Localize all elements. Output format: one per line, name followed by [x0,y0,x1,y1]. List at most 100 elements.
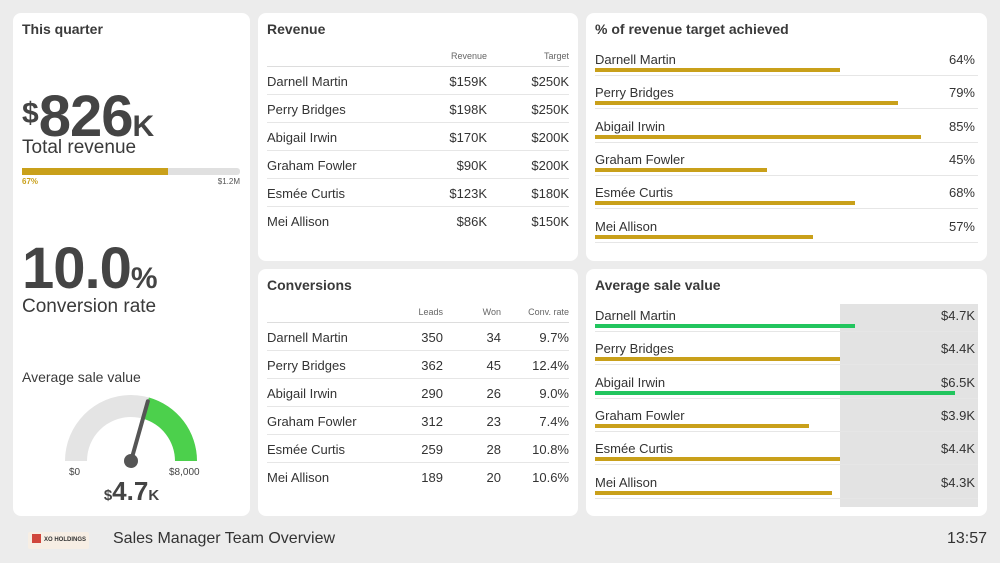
seller-name: Abigail Irwin [267,386,338,401]
conversion-rate-value: 7.4% [539,414,569,429]
seller-name: Mei Allison [267,470,330,485]
clock-time: 13:57 [946,530,987,547]
revenue-card: Revenue Revenue Target Darnell Martin $15… [258,13,578,261]
seller-name: Mei Allison [267,214,330,229]
row-divider [595,141,978,143]
conversion-rate-value: 10.6% [532,470,569,485]
target-value: $200K [531,158,569,173]
won-value: 23 [486,414,501,429]
seller-name: Darnell Martin [267,74,348,89]
value-bar [595,390,955,395]
avg-sale-gauge [65,395,197,468]
revenue-progress-max: $1.2M [217,177,240,186]
total-revenue-label: Total revenue [22,137,137,158]
col-won-header: Won [482,307,501,317]
value-bar [595,167,767,172]
value-bar [595,423,809,428]
row-divider [595,241,978,243]
won-value: 34 [486,330,501,345]
table-row: Abigail Irwin $170K $200K [267,123,569,151]
seller-name: Abigail Irwin [595,118,666,134]
table-row: Mei Allison 189 20 10.6% [267,463,569,491]
value-bar [595,234,813,239]
leads-value: 350 [421,330,443,345]
list-item: Abigail Irwin 85% [595,118,978,151]
revenue-value: $170K [449,130,487,145]
revenue-progress-percent: 67% [22,177,39,186]
conversion-rate-value: 10.8% [532,442,569,457]
metric-value: 68% [948,185,975,201]
list-item: Perry Bridges 79% [595,84,978,117]
revenue-progress-fill [22,168,169,175]
list-item: Darnell Martin 64% [595,51,978,84]
list-item: Perry Bridges $4.4K [595,340,978,373]
total-revenue-value: $826K [22,84,155,149]
list-item: Esmée Curtis $4.4K [595,440,978,473]
metric-value: 45% [948,151,975,167]
seller-name: Abigail Irwin [267,130,338,145]
row-divider [595,497,978,499]
table-row: Graham Fowler 312 23 7.4% [267,407,569,435]
seller-name: Esmée Curtis [595,441,674,457]
table-row: Mei Allison $86K $150K [267,207,569,235]
seller-name: Perry Bridges [267,102,346,117]
value-bar [595,201,855,206]
avg-sale-gauge-label: Average sale value [22,369,141,385]
seller-name: Esmée Curtis [267,186,346,201]
row-divider [595,430,978,432]
leads-value: 189 [421,470,443,485]
conversion-rate-value: 9.0% [539,386,569,401]
won-value: 28 [486,442,501,457]
list-item: Mei Allison $4.3K [595,474,978,507]
won-value: 26 [486,386,501,401]
this-quarter-title: This quarter [22,21,103,37]
value-bar [595,68,840,72]
seller-name: Esmée Curtis [595,185,674,201]
metric-value: $4.4K [941,341,975,357]
row-divider [595,174,978,176]
avg-sale-card: Average sale value Darnell Martin $4.7K Pe… [586,269,987,516]
this-quarter-card: This quarter $826K Total revenue 67% $1.… [13,13,250,516]
gauge-min-label: $0 [69,467,81,478]
seller-name: Perry Bridges [595,85,674,101]
seller-name: Graham Fowler [595,151,685,167]
row-divider [595,464,978,466]
value-bar [595,457,840,462]
revenue-title: Revenue [267,21,326,37]
won-value: 45 [486,358,501,373]
revenue-value: $159K [449,74,487,89]
won-value: 20 [486,470,501,485]
gauge-max-label: $8,000 [169,467,200,478]
seller-name: Esmée Curtis [267,442,346,457]
seller-name: Mei Allison [595,218,658,234]
seller-name: Abigail Irwin [595,374,666,390]
conversions-title: Conversions [267,277,352,293]
metric-value: $6.5K [941,374,975,390]
conversions-table: Leads Won Conv. rate Darnell Martin 350 34… [267,299,569,491]
seller-name: Perry Bridges [267,358,346,373]
list-item: Abigail Irwin $6.5K [595,374,978,407]
metric-value: 85% [948,118,975,134]
leads-value: 259 [421,442,443,457]
revenue-value: $86K [456,214,487,229]
seller-name: Graham Fowler [595,407,685,423]
seller-name: Graham Fowler [267,158,357,173]
revenue-value: $90K [456,158,487,173]
conversion-rate-label: Conversion rate [22,296,157,317]
list-item: Darnell Martin $4.7K [595,307,978,340]
value-bar [595,101,898,106]
table-header: Revenue Target [267,43,569,67]
gauge-fill [142,397,197,461]
table-row: Darnell Martin 350 34 9.7% [267,323,569,351]
metric-value: 79% [948,85,975,101]
table-row: Perry Bridges $198K $250K [267,95,569,123]
target-value: $150K [531,214,569,229]
avg-sale-title: Average sale value [595,277,721,293]
gauge-pivot [124,454,138,468]
seller-name: Graham Fowler [267,414,357,429]
row-divider [595,208,978,210]
conversion-rate-value: 10.0% [22,236,158,301]
table-header: Leads Won Conv. rate [267,299,569,323]
target-value: $250K [531,74,569,89]
metric-value: 57% [948,218,975,234]
